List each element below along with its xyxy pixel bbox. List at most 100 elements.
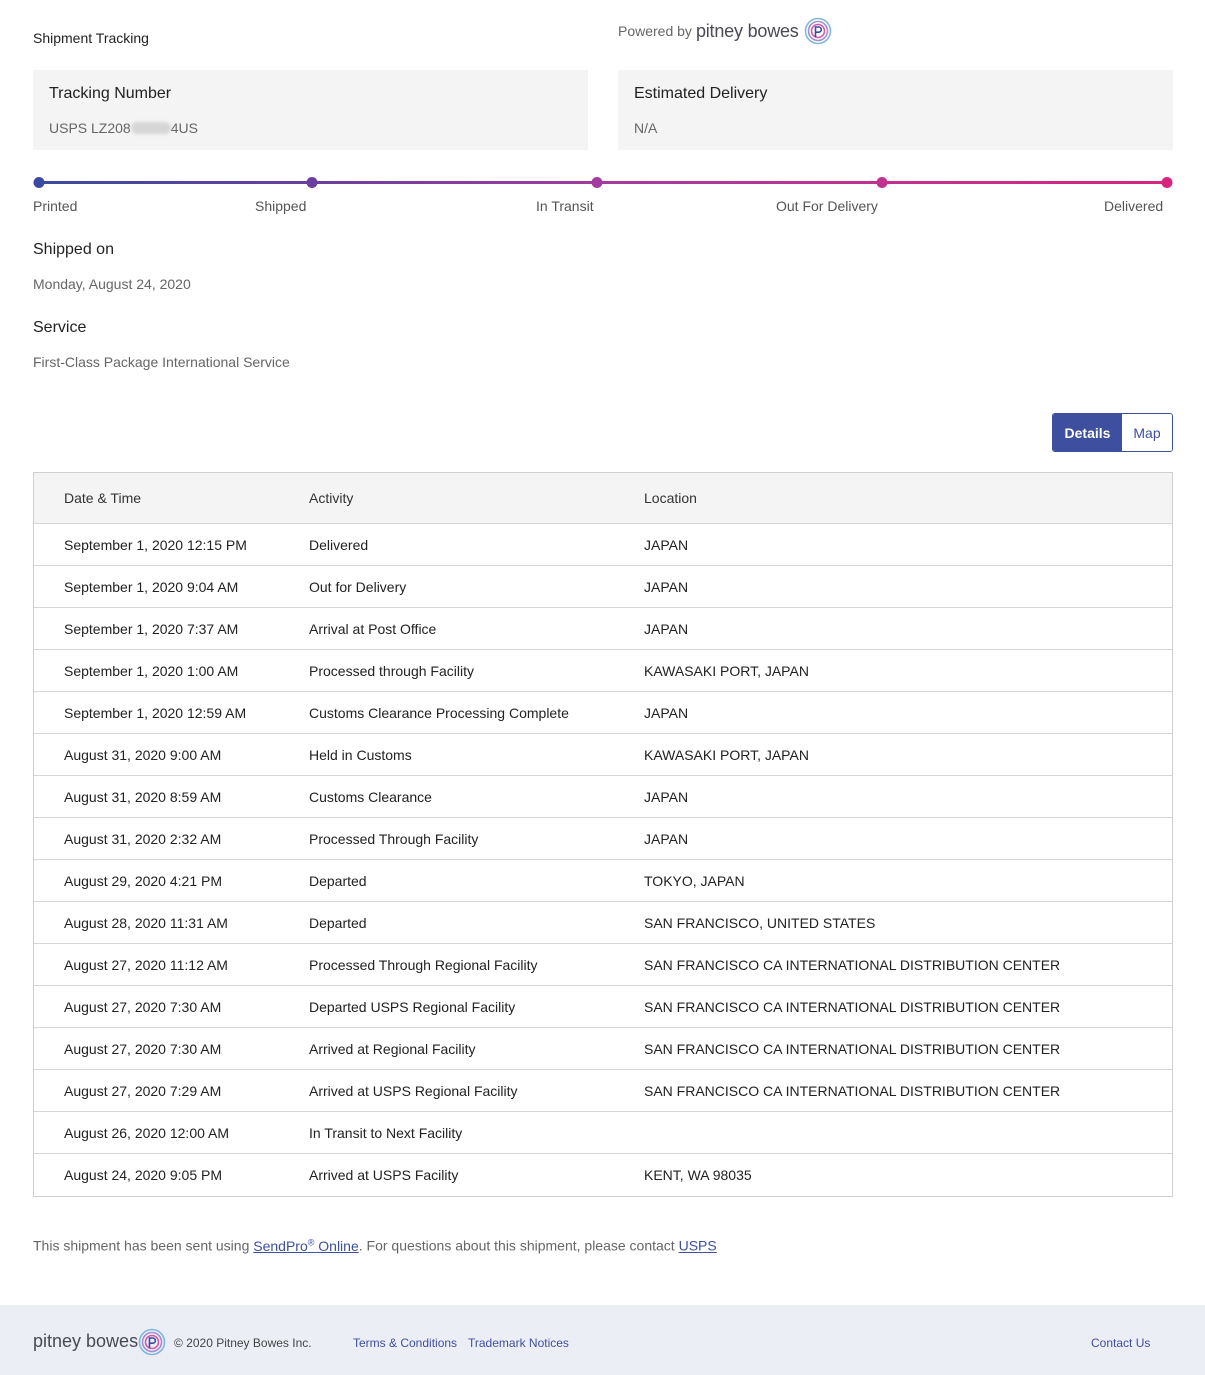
header-location: Location <box>644 490 697 506</box>
tracking-number-prefix: USPS LZ208 <box>49 120 131 136</box>
page-footer: pitney bowes © 2020 Pitney Bowes Inc. Te… <box>0 1305 1205 1375</box>
table-row: August 31, 2020 2:32 AM Processed Through… <box>34 818 1172 860</box>
contact-us-link[interactable]: Contact Us <box>1091 1336 1151 1350</box>
sendpro-online-link[interactable]: SendPro® Online <box>253 1237 359 1254</box>
brand-name: pitney bowes <box>695 20 799 41</box>
footnote-text-1: This shipment has been sent using <box>33 1237 254 1254</box>
cell-activity: Processed Through Regional Facility <box>309 956 538 973</box>
step-label-out-for-delivery: Out For Delivery <box>776 198 878 214</box>
cell-date-time: August 27, 2020 7:29 AM <box>64 1082 222 1099</box>
cell-date-time: September 1, 2020 7:37 AM <box>64 620 239 637</box>
cell-location: SAN FRANCISCO CA INTERNATIONAL DISTRIBUT… <box>644 956 1061 973</box>
step-dot-delivered <box>1161 177 1173 188</box>
cell-activity: Processed through Facility <box>309 662 474 679</box>
table-row: August 31, 2020 8:59 AM Customs Clearance… <box>34 776 1172 818</box>
progress-line <box>33 177 1173 188</box>
cell-location: KENT, WA 98035 <box>644 1167 752 1183</box>
table-row: August 29, 2020 4:21 PM Departed TOKYO, JA… <box>34 860 1172 902</box>
tracking-number-label: Tracking Number <box>49 85 172 102</box>
table-row: August 26, 2020 12:00 AM In Transit to Ne… <box>34 1112 1172 1154</box>
cell-location: JAPAN <box>644 788 689 805</box>
cell-activity: Departed USPS Regional Facility <box>309 998 516 1015</box>
table-row: September 1, 2020 9:04 AM Out for Deliver… <box>34 566 1172 608</box>
shipment-progress-tracker: Printed Shipped In Transit Out For Deliv… <box>33 174 1173 214</box>
cell-activity: Customs Clearance Processing Complete <box>309 704 569 721</box>
cell-activity: Customs Clearance <box>309 788 432 805</box>
map-tab-button[interactable]: Map <box>1122 414 1172 451</box>
tracking-number-card: Tracking Number USPS LZ208 4US <box>33 70 588 150</box>
table-row: August 27, 2020 7:30 AM Departed USPS Reg… <box>34 986 1172 1028</box>
cell-date-time: August 27, 2020 7:30 AM <box>64 1040 222 1057</box>
cell-location: JAPAN <box>644 830 689 847</box>
cell-date-time: August 24, 2020 9:05 PM <box>64 1167 222 1183</box>
trademark-notices-link[interactable]: Trademark Notices <box>468 1336 569 1350</box>
footer-copyright: © 2020 Pitney Bowes Inc. <box>174 1336 312 1350</box>
cell-date-time: August 31, 2020 8:59 AM <box>64 788 222 805</box>
cell-activity: Held in Customs <box>309 746 412 763</box>
step-label-printed: Printed <box>33 198 78 214</box>
cell-activity: Departed <box>309 872 367 889</box>
header-date-time: Date & Time <box>64 490 142 506</box>
footer-brand: pitney bowes <box>33 1331 139 1351</box>
cell-date-time: September 1, 2020 9:04 AM <box>64 578 239 595</box>
step-label-shipped: Shipped <box>255 198 307 214</box>
footer-pitney-bowes-logo-icon <box>138 1328 166 1356</box>
table-row: September 1, 2020 7:37 AM Arrival at Post… <box>34 608 1172 650</box>
cell-activity: Arrived at Regional Facility <box>309 1040 476 1057</box>
cell-location: JAPAN <box>644 578 689 595</box>
pitney-bowes-logo-icon <box>804 17 831 45</box>
shipped-on-value: Monday, August 24, 2020 <box>33 276 191 292</box>
table-row: August 24, 2020 9:05 PM Arrived at USPS F… <box>34 1154 1172 1196</box>
cell-date-time: August 31, 2020 9:00 AM <box>64 746 222 763</box>
footnote-text-2: . For questions about this shipment, ple… <box>358 1237 679 1254</box>
cell-activity: Processed Through Facility <box>309 830 479 847</box>
cell-date-time: September 1, 2020 12:59 AM <box>64 704 247 721</box>
cell-location: JAPAN <box>644 620 689 637</box>
estimated-delivery-label: Estimated Delivery <box>634 85 768 102</box>
step-label-in-transit: In Transit <box>536 198 594 214</box>
details-tab-button[interactable]: Details <box>1053 414 1122 451</box>
cell-location: TOKYO, JAPAN <box>644 872 745 889</box>
cell-activity: In Transit to Next Facility <box>309 1124 463 1141</box>
table-row: September 1, 2020 12:59 AM Customs Cleara… <box>34 692 1172 734</box>
cell-activity: Arrived at USPS Regional Facility <box>309 1082 518 1099</box>
cell-activity: Out for Delivery <box>309 578 407 595</box>
table-header: Date & Time Activity Location <box>34 473 1172 524</box>
header-activity: Activity <box>309 490 354 506</box>
cell-date-time: September 1, 2020 1:00 AM <box>64 662 239 679</box>
tracking-history-table: Date & Time Activity Location September … <box>33 472 1173 1197</box>
view-toggle: Details Map <box>1052 413 1173 452</box>
tracking-number-suffix: 4US <box>170 120 198 136</box>
powered-by-label: Powered by <box>618 23 692 39</box>
cell-date-time: August 31, 2020 2:32 AM <box>64 830 222 847</box>
powered-by: Powered by pitney bowes <box>618 16 832 46</box>
table-row: September 1, 2020 1:00 AM Processed throu… <box>34 650 1172 692</box>
cell-date-time: August 28, 2020 11:31 AM <box>64 914 228 931</box>
table-row: August 27, 2020 7:29 AM Arrived at USPS R… <box>34 1070 1172 1112</box>
page-title: Shipment Tracking <box>33 30 149 46</box>
cell-date-time: August 26, 2020 12:00 AM <box>64 1124 230 1141</box>
redacted-blur <box>130 122 171 134</box>
cell-location: SAN FRANCISCO, UNITED STATES <box>644 914 876 931</box>
cell-date-time: August 27, 2020 11:12 AM <box>64 956 228 973</box>
cell-date-time: September 1, 2020 12:15 PM <box>64 536 247 553</box>
cell-date-time: August 27, 2020 7:30 AM <box>64 998 222 1015</box>
cell-location: JAPAN <box>644 536 689 553</box>
shipped-on-label: Shipped on <box>33 241 114 258</box>
estimated-delivery-value: N/A <box>634 120 658 136</box>
usps-contact-link[interactable]: USPS <box>678 1237 717 1254</box>
service-label: Service <box>33 319 87 336</box>
cell-location: SAN FRANCISCO CA INTERNATIONAL DISTRIBUT… <box>644 998 1061 1015</box>
table-row: September 1, 2020 12:15 PM Delivered JAPAN <box>34 524 1172 566</box>
estimated-delivery-card: Estimated Delivery N/A <box>618 70 1173 150</box>
table-body: September 1, 2020 12:15 PM Delivered JAPAN… <box>34 524 1172 1196</box>
cell-activity: Arrival at Post Office <box>309 620 437 637</box>
step-dot-printed <box>33 177 45 188</box>
terms-conditions-link[interactable]: Terms & Conditions <box>353 1336 458 1350</box>
cell-location: KAWASAKI PORT, JAPAN <box>644 662 809 679</box>
table-row: August 31, 2020 9:00 AM Held in Customs KA… <box>34 734 1172 776</box>
table-row: August 27, 2020 7:30 AM Arrived at Region… <box>34 1028 1172 1070</box>
cell-location: KAWASAKI PORT, JAPAN <box>644 746 809 763</box>
cell-activity: Arrived at USPS Facility <box>309 1167 459 1183</box>
tracking-number-value: USPS LZ208 4US <box>49 120 198 136</box>
